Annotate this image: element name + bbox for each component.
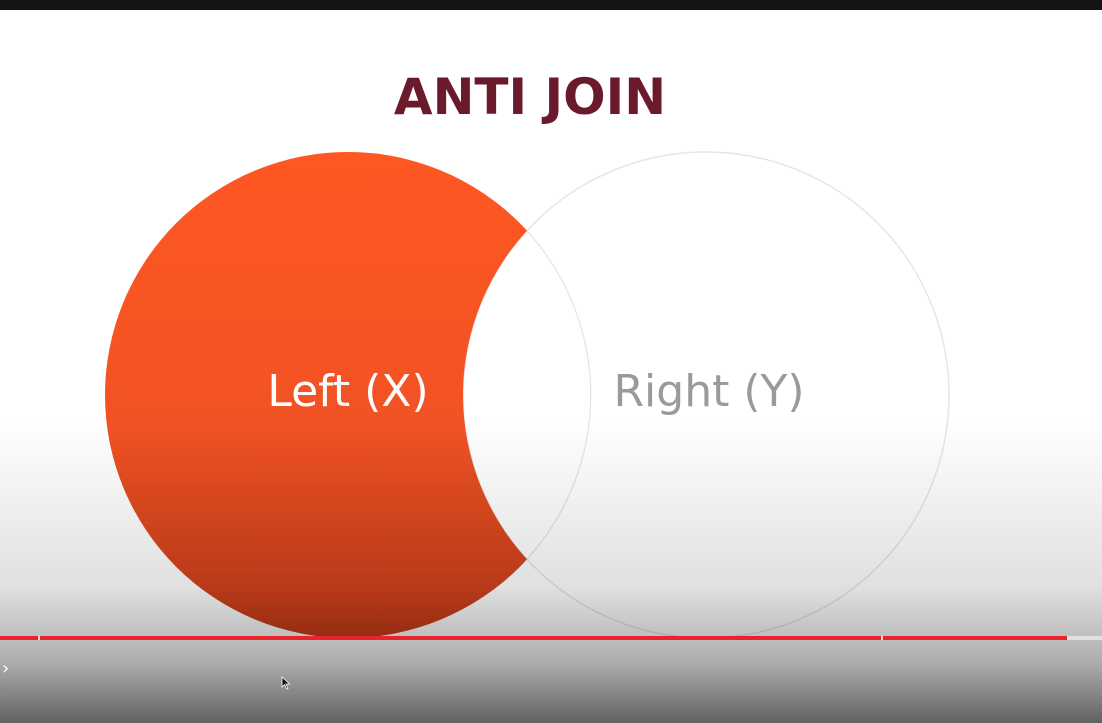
slide-title: ANTI JOIN <box>393 68 667 126</box>
chevron-right-icon[interactable]: › <box>2 658 10 679</box>
chapter-marker <box>38 636 40 640</box>
chapter-marker <box>881 636 883 640</box>
right-circle-label: Right (Y) <box>613 366 804 417</box>
arrow-right-icon[interactable] <box>0 682 14 696</box>
progress-bar[interactable] <box>0 636 1102 640</box>
player-controls: › <box>0 640 1102 723</box>
top-bar <box>0 0 1102 10</box>
progress-played <box>0 636 1067 640</box>
left-circle-label: Left (X) <box>267 366 428 417</box>
mouse-pointer-icon <box>281 676 291 690</box>
